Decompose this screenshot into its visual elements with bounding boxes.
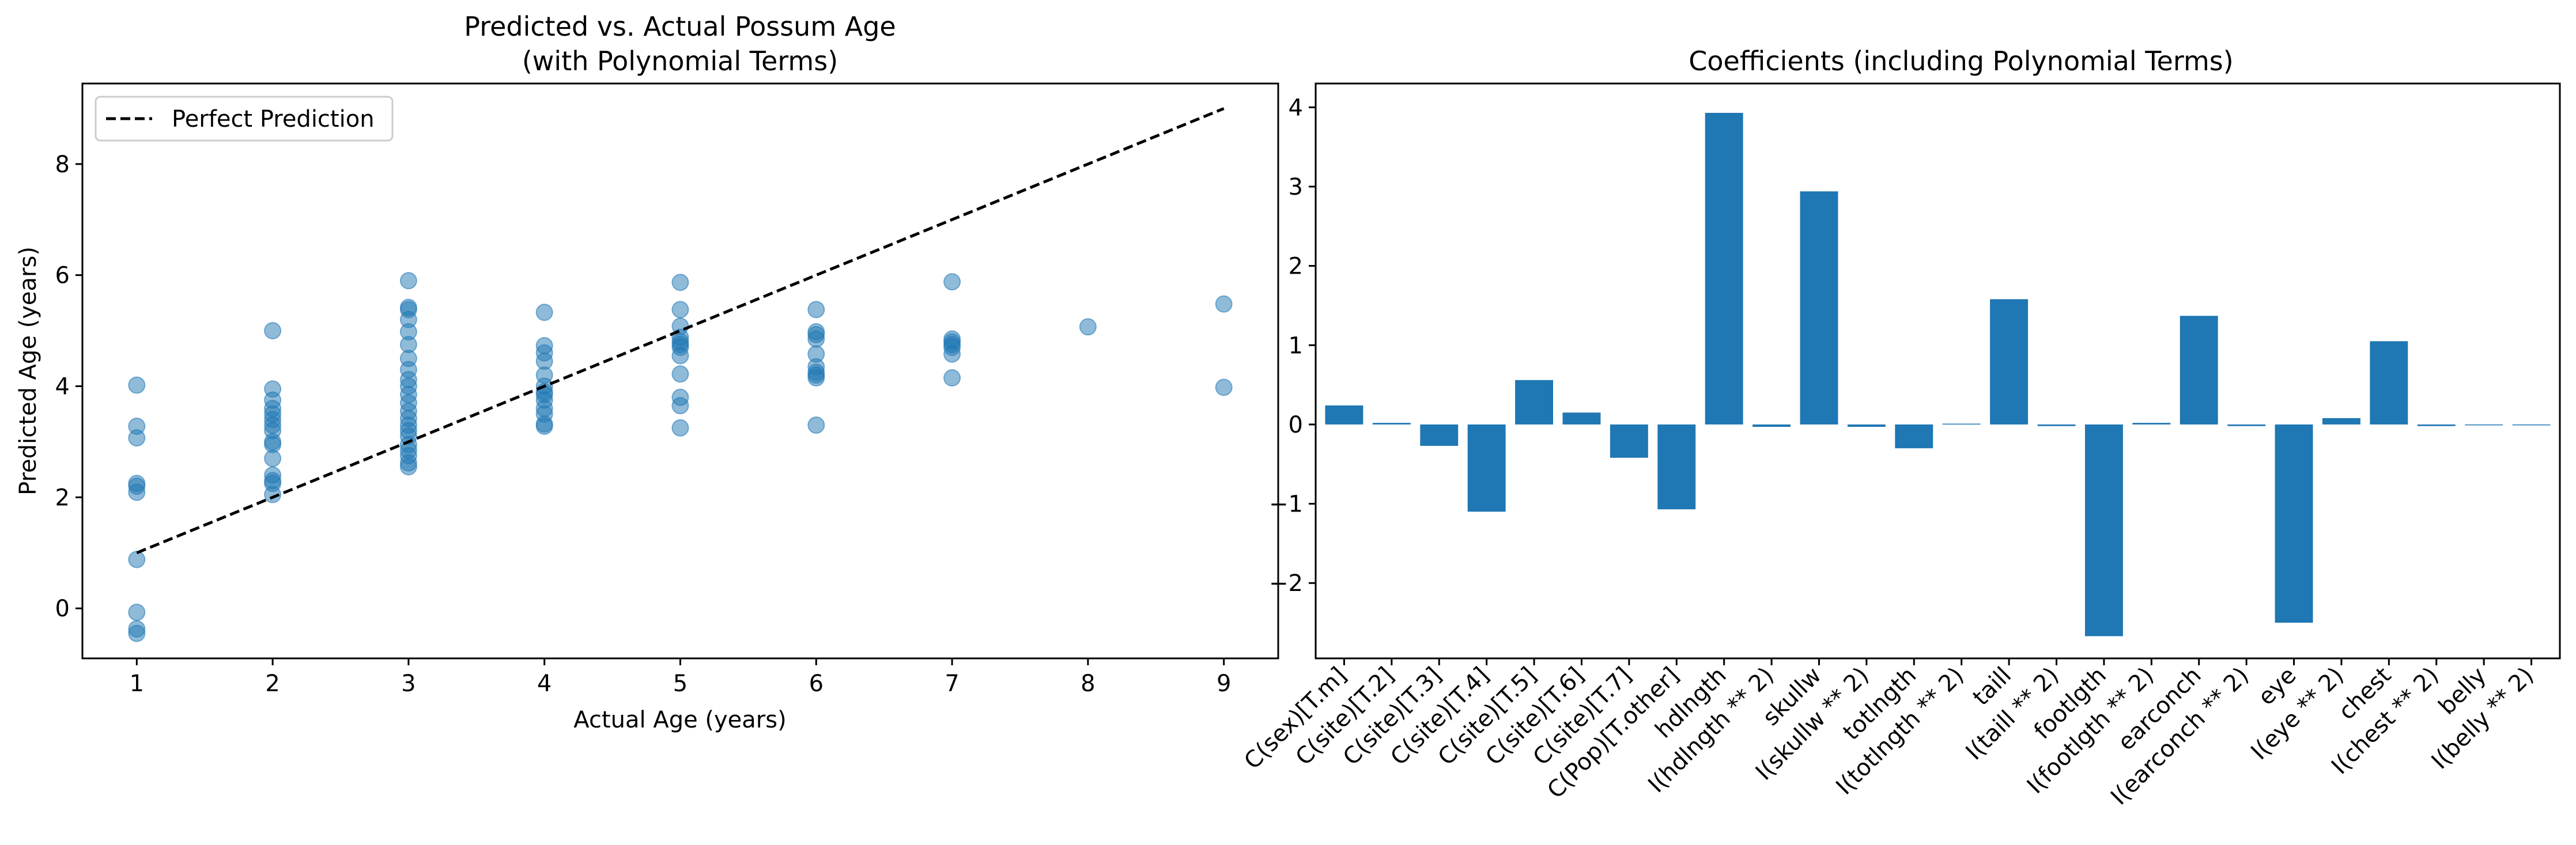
y-tick-label: 8 <box>55 151 70 178</box>
scatter-subtitle: (with Polynomial Terms) <box>522 46 838 77</box>
data-point <box>807 369 825 387</box>
bar-title: Coefficients (including Polynomial Terms… <box>1689 46 2233 77</box>
scatter-x-axis: 1 2 3 4 5 6 7 8 9 <box>130 658 1231 697</box>
data-point <box>671 301 689 319</box>
scatter-x-label: Actual Age (years) <box>573 707 786 733</box>
data-point <box>807 416 825 434</box>
bar <box>2275 424 2313 623</box>
bar <box>1657 424 1696 510</box>
scatter-y-axis: 0 2 4 6 8 <box>55 151 82 622</box>
bar <box>1847 424 1886 427</box>
y-tick-label: 0 <box>55 596 70 622</box>
data-point <box>943 345 961 363</box>
x-tick-label: 5 <box>673 670 688 697</box>
bar <box>2227 424 2266 426</box>
bar <box>1610 424 1648 458</box>
bar <box>1515 380 1554 425</box>
data-point <box>399 458 417 476</box>
y-tick-label: 4 <box>55 374 70 400</box>
scatter-title: Predicted vs. Actual Possum Age <box>464 11 896 42</box>
data-point <box>264 486 282 503</box>
data-point <box>671 274 689 291</box>
data-point <box>128 483 146 501</box>
bar <box>2132 423 2171 425</box>
x-tick-label: 7 <box>945 670 959 697</box>
x-tick-label: 9 <box>1217 670 1231 697</box>
x-tick-label: 4 <box>537 670 552 697</box>
x-tick-label: 2 <box>265 670 279 697</box>
y-tick-label: 1 <box>1289 332 1303 359</box>
y-tick-label: 4 <box>1289 94 1303 121</box>
scatter-panel: Predicted vs. Actual Possum Age (with Po… <box>15 11 1279 733</box>
data-point <box>128 603 146 621</box>
bar <box>2370 341 2408 425</box>
y-tick-label: 2 <box>1289 253 1303 280</box>
bar <box>1562 412 1601 425</box>
bar <box>1942 423 1981 425</box>
data-point <box>1215 295 1233 313</box>
data-point <box>128 551 146 569</box>
x-tick-label: 1 <box>130 670 144 697</box>
bar <box>1372 423 1411 425</box>
scatter-legend: Perfect Prediction <box>95 96 394 142</box>
bar <box>1420 424 1459 446</box>
y-tick-label: 0 <box>1289 412 1303 438</box>
data-point <box>128 624 146 642</box>
data-point <box>535 417 553 435</box>
data-point <box>535 304 553 321</box>
data-point <box>671 365 689 383</box>
bar <box>2465 424 2503 426</box>
bar <box>2084 424 2123 636</box>
data-point <box>128 429 146 447</box>
data-point <box>671 419 689 437</box>
data-point <box>807 301 825 319</box>
y-tick-label: 6 <box>55 263 70 289</box>
data-point <box>128 376 146 394</box>
bar <box>1467 424 1506 512</box>
x-tick-label: 6 <box>809 670 824 697</box>
data-point <box>399 272 417 290</box>
bar-y-axis: −2 −1 0 1 2 3 4 <box>1269 94 1316 597</box>
bar <box>1325 405 1363 425</box>
data-point <box>671 347 689 365</box>
bar <box>1705 112 1743 425</box>
y-tick-label: 2 <box>55 484 70 511</box>
data-point <box>671 397 689 415</box>
y-tick-label: 3 <box>1289 174 1303 200</box>
data-point <box>264 322 282 340</box>
bar <box>2512 424 2551 426</box>
bar <box>1752 424 1791 427</box>
data-point <box>807 330 825 348</box>
bar <box>1990 299 2029 425</box>
bar <box>1800 191 1838 425</box>
legend-label: Perfect Prediction <box>172 106 375 132</box>
bar <box>1895 424 1933 449</box>
data-point <box>1215 378 1233 396</box>
data-point <box>264 449 282 467</box>
scatter-plot-frame <box>81 82 1279 660</box>
y-tick-label: −1 <box>1269 491 1303 518</box>
data-point <box>943 273 961 291</box>
scatter-points <box>128 272 1233 642</box>
x-tick-label: 3 <box>401 670 416 697</box>
scatter-y-label: Predicted Age (years) <box>15 247 41 495</box>
data-point <box>943 369 961 387</box>
bar <box>2417 424 2456 426</box>
bar-series <box>1325 112 2551 636</box>
x-tick-label: 8 <box>1081 670 1095 697</box>
y-tick-label: −2 <box>1269 570 1303 597</box>
legend-box <box>95 96 394 142</box>
bar <box>2322 418 2360 425</box>
bar <box>2037 424 2076 426</box>
bar <box>2180 316 2218 425</box>
bar-plot-frame <box>1315 82 2561 660</box>
data-point <box>1079 318 1097 336</box>
perfect-prediction-line <box>136 107 1225 555</box>
